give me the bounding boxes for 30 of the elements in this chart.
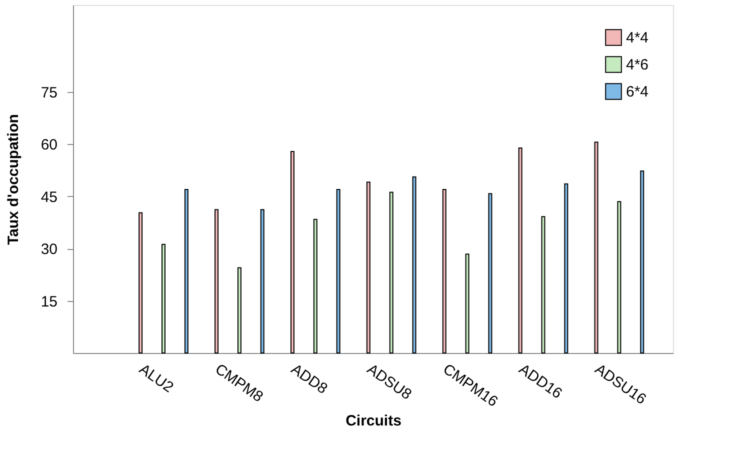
bar [594,142,598,354]
y-axis-title: Taux d'occupation [4,114,22,245]
legend-label: 6*4 [626,84,649,100]
bar [260,209,264,354]
bar [617,201,622,354]
bar [313,218,318,354]
y-tick-label: 30 [40,241,58,258]
y-tick-label: 45 [40,188,58,206]
bar [336,188,340,354]
y-tick-label: 75 [40,84,58,102]
legend-label: 4*4 [626,30,649,46]
bar [290,151,294,354]
bar [640,170,644,354]
bar [389,192,394,354]
bar [488,193,492,354]
legend-label: 4*6 [626,56,649,74]
bar [366,182,370,354]
x-axis-title: Circuits [346,412,402,430]
y-tick-label: 15 [40,293,58,310]
bar [214,209,219,354]
bar [138,212,143,354]
bar [162,244,166,354]
y-tick-label: 60 [40,136,58,154]
bar [442,188,446,354]
bar [237,267,242,354]
bar [184,188,188,354]
bar [412,176,416,354]
bar [465,254,470,354]
bar [564,183,568,354]
bar [518,148,522,354]
